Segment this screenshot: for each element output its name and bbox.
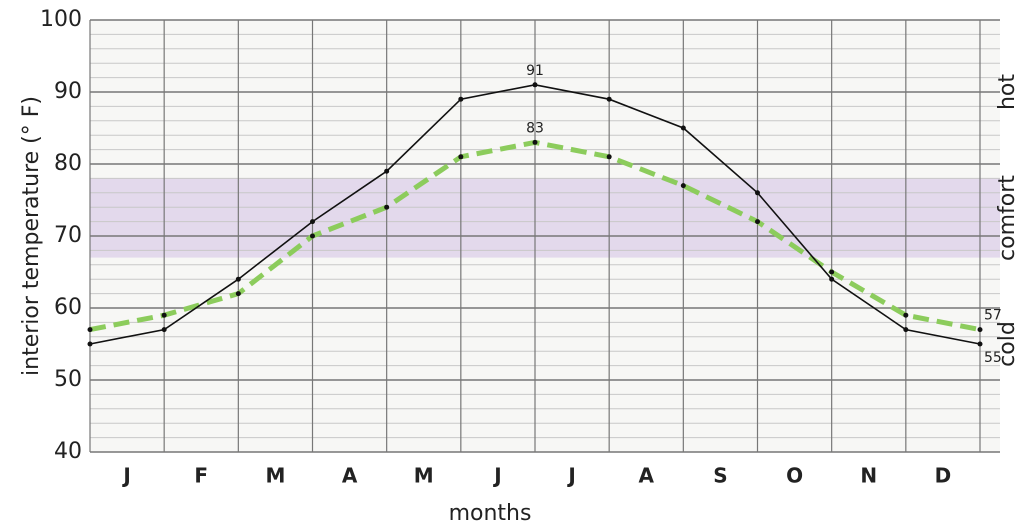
data-point (161, 327, 167, 333)
data-point (977, 341, 983, 347)
data-point (87, 327, 93, 333)
data-point (532, 82, 538, 88)
zone-label: cold (995, 321, 1020, 367)
y-tick-label: 60 (54, 295, 82, 320)
y-tick-label: 100 (40, 7, 82, 32)
data-point (532, 139, 538, 145)
y-tick-label: 50 (54, 367, 82, 392)
x-tick-label: A (639, 464, 655, 488)
data-point (903, 327, 909, 333)
x-tick-label: J (492, 464, 501, 488)
data-point (680, 125, 686, 131)
y-tick-label: 80 (54, 151, 82, 176)
data-label: 57 (984, 308, 1002, 324)
data-point (977, 327, 983, 333)
x-tick-label: D (935, 464, 952, 488)
x-axis-title: months (449, 501, 532, 526)
data-point (384, 168, 390, 174)
data-label: 83 (526, 120, 544, 136)
x-tick-label: A (342, 464, 358, 488)
x-tick-label: M (265, 464, 285, 488)
data-label: 91 (526, 63, 544, 79)
x-tick-label: O (786, 464, 803, 488)
data-point (235, 291, 241, 297)
data-point (458, 96, 464, 102)
data-point (829, 269, 835, 275)
data-point (606, 96, 612, 102)
zone-label: comfort (995, 175, 1020, 261)
x-tick-label: N (860, 464, 877, 488)
data-point (903, 312, 909, 318)
data-point (310, 219, 315, 225)
zone-label: hot (995, 74, 1020, 110)
data-point (458, 154, 464, 160)
comfort-band (90, 178, 1000, 258)
data-point (87, 341, 93, 347)
data-point (755, 190, 760, 196)
data-point (829, 276, 835, 282)
data-point (384, 204, 390, 210)
x-tick-label: J (121, 464, 130, 488)
y-axis-title: interior temperature (° F) (19, 96, 44, 376)
x-tick-label: J (566, 464, 575, 488)
x-tick-label: S (713, 464, 727, 488)
data-point (235, 276, 241, 282)
data-point (161, 312, 167, 318)
y-tick-label: 90 (54, 79, 82, 104)
data-point (755, 219, 760, 225)
data-point (310, 233, 315, 239)
y-tick-label: 70 (54, 223, 82, 248)
x-tick-label: F (194, 464, 208, 488)
data-point (606, 154, 612, 160)
x-tick-label: M (414, 464, 434, 488)
y-tick-label: 40 (54, 439, 82, 464)
data-label: 55 (984, 350, 1002, 366)
data-point (680, 183, 686, 189)
